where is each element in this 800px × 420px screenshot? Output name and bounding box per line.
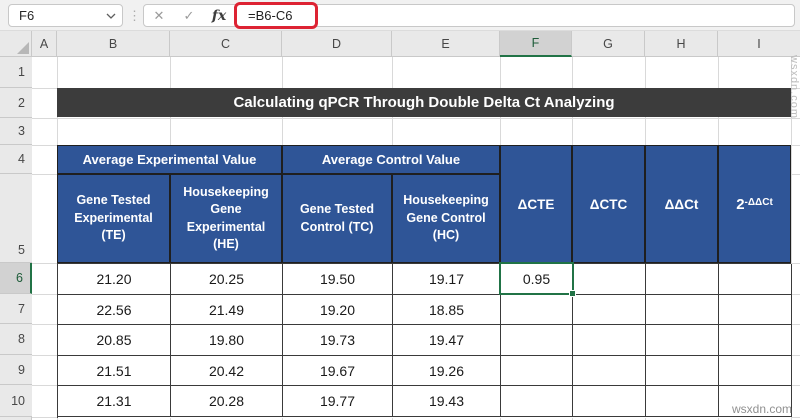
row-header-2[interactable]: 2 <box>0 88 32 118</box>
column-header-B[interactable]: B <box>57 31 170 57</box>
sub-header-he[interactable]: Housekeeping Gene Experimental (HE) <box>170 174 282 263</box>
cell-G10[interactable] <box>573 386 646 417</box>
row-header-10[interactable]: 10 <box>0 385 32 417</box>
cell-C10[interactable]: 20.28 <box>171 386 283 417</box>
fill-handle[interactable] <box>569 290 576 297</box>
enter-icon[interactable]: ✓ <box>183 7 195 23</box>
formula-input-area[interactable]: ✕ ✓ fx =B6-C6 <box>143 4 795 27</box>
cell-E10[interactable]: 19.43 <box>393 386 501 417</box>
cell-D9[interactable]: 19.67 <box>283 356 393 386</box>
cell-B10[interactable]: 21.31 <box>58 386 171 417</box>
cell-F9[interactable] <box>501 356 573 386</box>
cell-H9[interactable] <box>646 356 719 386</box>
title-banner-cell[interactable]: Calculating qPCR Through Double Delta Ct… <box>57 88 791 117</box>
column-header-A[interactable]: A <box>32 31 57 57</box>
cell-H8[interactable] <box>646 325 719 356</box>
row-header-9[interactable]: 9 <box>0 355 32 385</box>
column-header-I[interactable]: I <box>757 37 761 51</box>
row-header-4[interactable]: 4 <box>0 145 32 174</box>
column-header-G[interactable]: G <box>572 31 645 57</box>
cell-D10[interactable]: 19.77 <box>283 386 393 417</box>
row-header-3[interactable]: 3 <box>0 118 32 145</box>
cell-C7[interactable]: 21.49 <box>171 295 283 325</box>
cell-H10[interactable] <box>646 386 719 417</box>
data-grid: 21.20 20.25 19.50 19.17 0.95 22.56 21.49… <box>57 263 792 418</box>
row-header-6-selected[interactable]: 6 <box>0 263 32 294</box>
sub-header-te[interactable]: Gene Tested Experimental (TE) <box>57 174 170 263</box>
drag-handle-icon: ⋮ <box>128 8 141 23</box>
column-header-D[interactable]: D <box>282 31 392 57</box>
formula-text[interactable]: =B6-C6 <box>248 8 293 23</box>
cell-C8[interactable]: 19.80 <box>171 325 283 356</box>
cell-G7[interactable] <box>573 295 646 325</box>
column-header-C[interactable]: C <box>170 31 282 57</box>
power-exponent: -ΔΔCt <box>744 196 773 208</box>
watermark-side: wsxdn.com <box>788 55 800 120</box>
cell-I7[interactable] <box>719 295 792 325</box>
cell-F10[interactable] <box>501 386 573 417</box>
cell-F6-selected[interactable]: 0.95 <box>501 264 573 295</box>
select-all-corner[interactable] <box>0 31 32 57</box>
header-delta-cte[interactable]: ΔCTE <box>500 145 572 263</box>
cell-D7[interactable]: 19.20 <box>283 295 393 325</box>
cell-C9[interactable]: 20.42 <box>171 356 283 386</box>
column-header-F-selected[interactable]: F <box>500 31 572 57</box>
header-two-power[interactable]: 2 -ΔΔCt <box>718 145 791 263</box>
insert-function-icon[interactable]: fx <box>211 7 227 24</box>
cell-B7[interactable]: 22.56 <box>58 295 171 325</box>
header-delta-ctc[interactable]: ΔCTC <box>572 145 645 263</box>
cell-B8[interactable]: 20.85 <box>58 325 171 356</box>
cell-G6[interactable] <box>573 264 646 295</box>
cell-I8[interactable] <box>719 325 792 356</box>
header-delta-delta-ct[interactable]: ΔΔCt <box>645 145 718 263</box>
cell-C6[interactable]: 20.25 <box>171 264 283 295</box>
cell-I6[interactable] <box>719 264 792 295</box>
name-box-value: F6 <box>19 8 35 23</box>
row-header-7[interactable]: 7 <box>0 294 32 324</box>
cell-E8[interactable]: 19.47 <box>393 325 501 356</box>
sub-header-tc[interactable]: Gene Tested Control (TC) <box>282 174 392 263</box>
row-header-8[interactable]: 8 <box>0 324 32 355</box>
cell-I10[interactable] <box>719 386 792 417</box>
chevron-down-icon[interactable] <box>100 13 122 19</box>
power-base: 2 <box>736 195 745 213</box>
cell-E9[interactable]: 19.26 <box>393 356 501 386</box>
cell-I9[interactable] <box>719 356 792 386</box>
sub-header-hc[interactable]: Housekeeping Gene Control (HC) <box>392 174 500 263</box>
watermark-bottom: wsxdn.com <box>732 402 793 416</box>
row-header-5[interactable]: 5 <box>0 174 32 263</box>
cell-G9[interactable] <box>573 356 646 386</box>
column-header-strip <box>0 31 800 57</box>
select-all-triangle-icon <box>17 42 29 54</box>
cell-F7[interactable] <box>501 295 573 325</box>
cancel-icon[interactable]: ✕ <box>153 7 165 23</box>
cell-D6[interactable]: 19.50 <box>283 264 393 295</box>
column-header-H[interactable]: H <box>645 31 718 57</box>
cell-B9[interactable]: 21.51 <box>58 356 171 386</box>
name-box[interactable]: F6 <box>8 4 123 27</box>
page-title: Calculating qPCR Through Double Delta Ct… <box>233 94 615 111</box>
cell-B6[interactable]: 21.20 <box>58 264 171 295</box>
cell-H7[interactable] <box>646 295 719 325</box>
formula-bar: F6 ⋮ ✕ ✓ fx =B6-C6 <box>0 0 800 31</box>
cell-F8[interactable] <box>501 325 573 356</box>
cell-D8[interactable]: 19.73 <box>283 325 393 356</box>
cell-E6[interactable]: 19.17 <box>393 264 501 295</box>
cell-H6[interactable] <box>646 264 719 295</box>
gridline <box>791 57 792 420</box>
gridline <box>32 118 800 119</box>
cell-E7[interactable]: 18.85 <box>393 295 501 325</box>
group-header-control[interactable]: Average Control Value <box>282 145 500 174</box>
column-header-E[interactable]: E <box>392 31 500 57</box>
row-header-1[interactable]: 1 <box>0 57 32 88</box>
group-header-experimental[interactable]: Average Experimental Value <box>57 145 282 174</box>
cell-G8[interactable] <box>573 325 646 356</box>
